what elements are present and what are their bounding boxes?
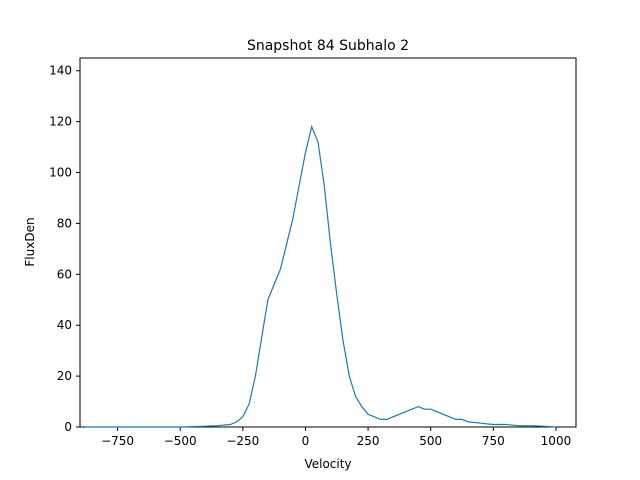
x-tick-label: −750 — [101, 434, 134, 448]
y-axis-ticks: 0 20 40 60 80 100 120 140 — [49, 64, 80, 434]
x-tick-label: 250 — [357, 434, 380, 448]
y-axis-label: FluxDen — [23, 217, 37, 266]
x-tick-label: 0 — [302, 434, 310, 448]
y-tick-label: 140 — [49, 64, 72, 78]
chart-title: Snapshot 84 Subhalo 2 — [247, 38, 409, 54]
x-axis-label: Velocity — [304, 457, 351, 471]
x-tick-label: −250 — [226, 434, 259, 448]
plot-frame — [79, 57, 577, 428]
y-tick-label: 80 — [57, 216, 72, 230]
x-tick-label: 500 — [419, 434, 442, 448]
x-tick-label: −500 — [164, 434, 197, 448]
y-tick-label: 60 — [57, 267, 72, 281]
series-line — [85, 124, 557, 428]
y-tick-label: 20 — [57, 369, 72, 383]
y-tick-label: 0 — [64, 420, 72, 434]
x-tick-label: 1000 — [541, 434, 572, 448]
x-tick-label: 750 — [482, 434, 505, 448]
y-tick-label: 100 — [49, 166, 72, 180]
y-tick-label: 40 — [57, 318, 72, 332]
x-axis-ticks: −750 −500 −250 0 250 500 750 1000 — [101, 427, 571, 448]
y-tick-label: 120 — [49, 115, 72, 129]
